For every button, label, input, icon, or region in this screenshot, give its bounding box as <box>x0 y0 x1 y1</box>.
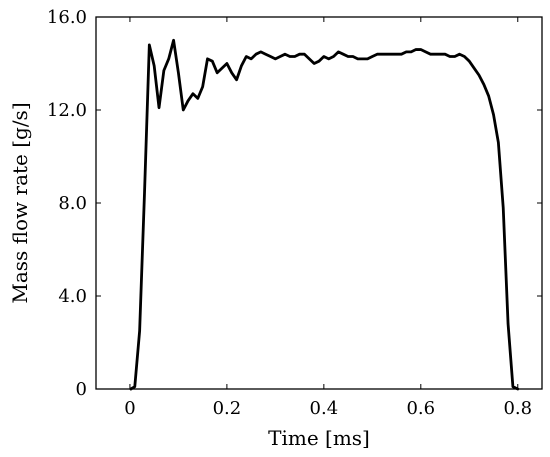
x-tick-label: 0.4 <box>310 398 339 419</box>
series-layer <box>129 38 520 391</box>
series-line <box>129 38 520 391</box>
x-tick-label: 0.6 <box>406 398 435 419</box>
y-axis-ticks: 0 4.0 8.0 12.0 16.0 <box>47 7 542 400</box>
x-tick-label: 0.8 <box>503 398 532 419</box>
y-tick-label: 8.0 <box>58 193 87 214</box>
y-tick-label: 4.0 <box>58 286 87 307</box>
y-tick-label: 12.0 <box>47 100 87 121</box>
x-tick-label: 0.2 <box>213 398 242 419</box>
x-axis-label: Time [ms] <box>268 426 370 450</box>
y-tick-label: 16.0 <box>47 7 87 28</box>
x-tick-label: 0 <box>124 398 135 419</box>
x-axis-ticks: 0 0.2 0.4 0.6 0.8 <box>124 17 532 419</box>
y-axis-label: Mass flow rate [g/s] <box>8 102 32 303</box>
plot-frame <box>95 16 543 390</box>
y-tick-label: 0 <box>76 379 87 400</box>
